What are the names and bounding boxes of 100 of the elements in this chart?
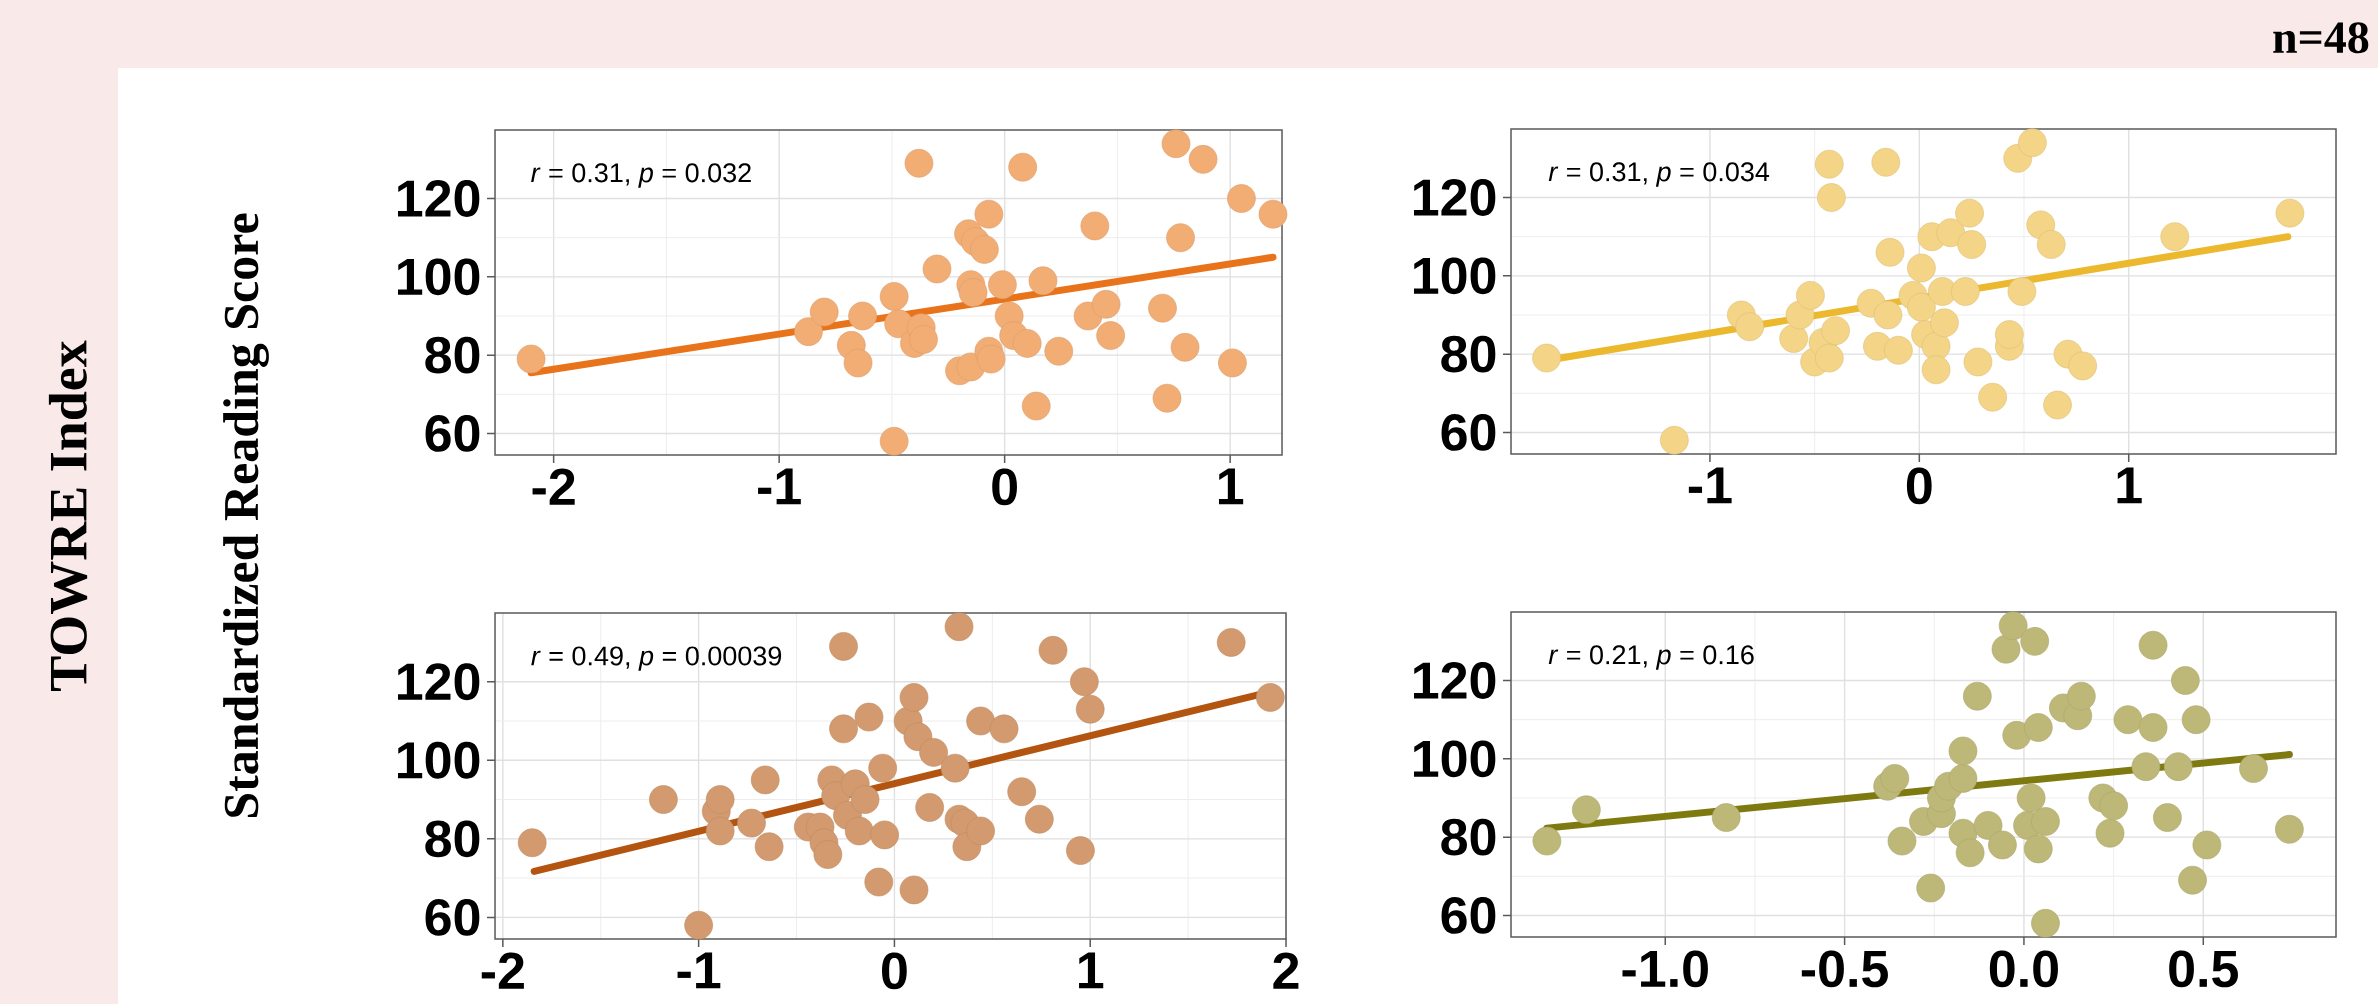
- point: [2178, 865, 2207, 895]
- point: [1973, 811, 2003, 840]
- y-tick-label: 80: [1441, 335, 1496, 373]
- point: [1991, 634, 2021, 664]
- point: [1161, 129, 1191, 158]
- point: [2020, 627, 2049, 656]
- point: [899, 683, 929, 712]
- point: [1218, 348, 1247, 378]
- point: [750, 765, 780, 795]
- point: [1907, 253, 1936, 283]
- point: [2275, 815, 2304, 844]
- y-tick-label: 120: [1414, 662, 1496, 699]
- point: [2031, 908, 2060, 938]
- point: [813, 840, 843, 869]
- point: [829, 714, 858, 744]
- y-tick-label: 80: [425, 820, 480, 858]
- x-tick-label: -0.5: [1801, 950, 1888, 988]
- point: [1884, 335, 1913, 365]
- point: [1963, 681, 1992, 711]
- x-tick-label: -1: [677, 952, 721, 989]
- x-tick-label: 0: [882, 952, 907, 990]
- point: [879, 426, 909, 456]
- point: [829, 632, 858, 661]
- annotation: r = 0.31, p = 0.034: [1548, 162, 1770, 187]
- y-tick-label: 60: [425, 898, 480, 936]
- annotation: r = 0.21, p = 0.16: [1548, 645, 1754, 670]
- point: [649, 785, 678, 814]
- point: [1951, 277, 1980, 306]
- point: [1188, 145, 1218, 174]
- point: [1075, 694, 1105, 724]
- point: [903, 722, 933, 752]
- x-tick-label: 2: [1273, 952, 1299, 989]
- point: [1070, 667, 1099, 697]
- y-tick-label: 60: [425, 415, 480, 452]
- point: [1817, 183, 1846, 212]
- point: [2138, 713, 2168, 742]
- point: [1066, 836, 1095, 865]
- point: [2023, 713, 2053, 742]
- point: [705, 816, 735, 846]
- point: [1998, 611, 2028, 640]
- point: [1711, 803, 1741, 832]
- point: [1963, 347, 1993, 377]
- point: [944, 612, 974, 642]
- point: [2138, 630, 2168, 660]
- point: [2007, 277, 2037, 306]
- y-tick-label: 120: [398, 180, 480, 217]
- point: [516, 344, 546, 374]
- point: [1779, 324, 1808, 353]
- point: [1170, 333, 1200, 362]
- point: [1814, 343, 1844, 373]
- point: [2016, 783, 2046, 813]
- point: [1258, 199, 1288, 229]
- point: [958, 278, 988, 307]
- y-tick-label: 100: [398, 741, 480, 779]
- point: [2023, 834, 2053, 864]
- point: [809, 297, 839, 327]
- point: [1936, 218, 1966, 248]
- point: [2153, 803, 2182, 832]
- point: [2275, 198, 2305, 228]
- point: [915, 793, 944, 822]
- point: [864, 867, 894, 897]
- y-tick-label: 100: [1414, 257, 1496, 295]
- point: [909, 325, 938, 354]
- point: [1873, 300, 1903, 330]
- point: [854, 702, 884, 732]
- point: [2239, 754, 2268, 783]
- point: [1928, 277, 1957, 306]
- point: [1988, 830, 2017, 860]
- point: [970, 235, 999, 264]
- point: [940, 753, 970, 783]
- point: [988, 270, 1017, 299]
- y-tick-label: 120: [1414, 179, 1496, 216]
- point: [1871, 147, 1901, 177]
- point: [2163, 752, 2193, 781]
- point: [754, 832, 784, 861]
- point: [1955, 198, 1984, 228]
- point: [2043, 390, 2072, 420]
- point: [737, 808, 766, 838]
- point: [2131, 752, 2161, 781]
- point: [1814, 149, 1844, 179]
- point: [989, 714, 1019, 744]
- point: [850, 785, 880, 814]
- annotation: r = 0.31, p = 0.032: [531, 163, 751, 188]
- point: [1012, 329, 1042, 358]
- point: [1008, 152, 1037, 182]
- point: [1880, 764, 1910, 793]
- point: [2068, 351, 2097, 381]
- x-tick-label: 0: [992, 468, 1017, 506]
- point: [1038, 636, 1068, 665]
- y-tick-label: 60: [1441, 414, 1496, 451]
- point: [2171, 666, 2200, 695]
- point: [1660, 425, 1689, 455]
- point: [517, 828, 547, 858]
- point: [1572, 795, 1601, 825]
- point: [1796, 281, 1825, 310]
- text: n=48: [2273, 22, 2369, 54]
- x-tick-label: -1.0: [1622, 950, 1708, 988]
- point: [2067, 681, 2096, 711]
- point: [879, 282, 909, 311]
- point: [1256, 683, 1285, 712]
